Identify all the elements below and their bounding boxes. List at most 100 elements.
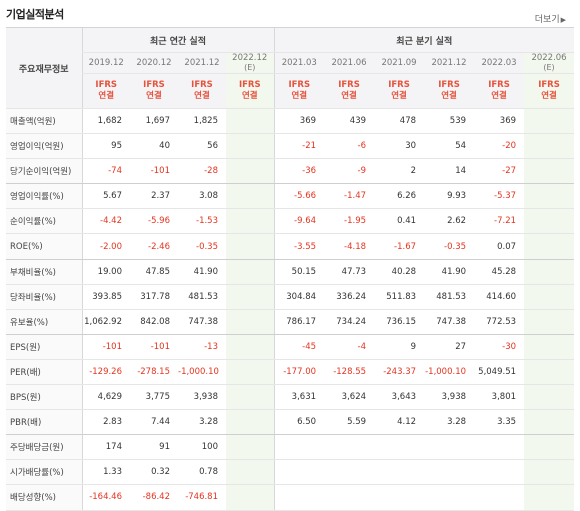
- value-cell: 842.08: [130, 309, 178, 335]
- chevron-right-icon: ▶: [560, 16, 566, 24]
- value-cell: [524, 284, 575, 310]
- value-cell: -164.46: [81, 484, 130, 511]
- value-cell: 439: [324, 108, 375, 135]
- value-cell: 414.60: [474, 284, 525, 310]
- value-cell: 4.12: [374, 409, 425, 436]
- ifrs-label: IFRS: [95, 80, 118, 90]
- row-label: BPS(원): [6, 384, 82, 411]
- value-cell: [524, 484, 575, 511]
- value-cell: 3.08: [178, 183, 226, 210]
- value-cell: -243.37: [374, 359, 425, 386]
- value-cell: [524, 233, 575, 260]
- period-header: 2021.03: [273, 52, 325, 74]
- ifrs-label: IFRS: [338, 80, 360, 90]
- table-row: 순이익률(%) -4.42 -5.96 -1.53 -9.64 -1.95 0.41 2.62…: [6, 208, 575, 235]
- value-cell: [226, 183, 275, 210]
- table-row: 배당성향(%) -164.46 -86.42 -746.81: [6, 484, 575, 511]
- value-cell: -101: [130, 158, 178, 185]
- period-header: 2021.09: [374, 52, 425, 74]
- value-cell: -0.35: [178, 233, 226, 260]
- value-cell: [374, 434, 425, 461]
- estimate-mark: (E): [244, 63, 256, 72]
- row-label: 주당배당금(원): [6, 434, 82, 461]
- value-cell: [424, 459, 475, 486]
- value-cell: 336.24: [324, 284, 375, 310]
- table-row: 매출액(억원) 1,682 1,697 1,825 369 439 478 539 369: [6, 108, 575, 135]
- value-cell: -278.15: [130, 359, 178, 386]
- value-cell: 5.67: [81, 183, 130, 210]
- value-cell: [524, 334, 575, 360]
- value-cell: [524, 434, 575, 461]
- ifrs-header: IFRS 연결: [474, 73, 525, 109]
- value-cell: -0.35: [424, 233, 475, 260]
- value-cell: 41.90: [178, 259, 226, 285]
- value-cell: 95: [81, 133, 130, 160]
- value-cell: -101: [81, 334, 130, 360]
- value-cell: -129.26: [81, 359, 130, 386]
- value-cell: 747.38: [178, 309, 226, 335]
- value-cell: -30: [474, 334, 525, 360]
- ifrs-label: IFRS: [438, 80, 460, 90]
- table-row: 유보율(%) 1,062.92 842.08 747.38 786.17 734.24 73…: [6, 309, 575, 335]
- value-cell: -1.47: [324, 183, 375, 210]
- value-cell: -74: [81, 158, 130, 185]
- ifrs-header: IFRS 연결: [374, 73, 425, 109]
- value-cell: 41.90: [424, 259, 475, 285]
- value-cell: -1.67: [374, 233, 425, 260]
- value-cell: 317.78: [130, 284, 178, 310]
- value-cell: [226, 284, 275, 310]
- value-cell: 47.85: [130, 259, 178, 285]
- value-cell: 3,775: [130, 384, 178, 411]
- value-cell: -20: [474, 133, 525, 160]
- more-label: 더보기: [534, 15, 560, 25]
- value-cell: [226, 409, 275, 436]
- value-cell: [273, 459, 325, 486]
- value-cell: -6: [324, 133, 375, 160]
- value-cell: -4.42: [81, 208, 130, 235]
- value-cell: 1,062.92: [81, 309, 130, 335]
- value-cell: [226, 259, 275, 285]
- value-cell: [524, 108, 575, 135]
- value-cell: [273, 434, 325, 461]
- value-cell: [226, 208, 275, 235]
- period-header: 2021.12: [178, 52, 226, 74]
- value-cell: [226, 158, 275, 185]
- ifrs-header: IFRS 연결: [178, 73, 226, 109]
- value-cell: 747.38: [424, 309, 475, 335]
- value-cell: 5,049.51: [474, 359, 525, 386]
- value-cell: 736.15: [374, 309, 425, 335]
- quarter-group-header: 최근 분기 실적: [273, 27, 575, 53]
- value-cell: -27: [474, 158, 525, 185]
- table-row: PBR(배) 2.83 7.44 3.28 6.50 5.59 4.12 3.28 3.35: [6, 409, 575, 436]
- value-cell: 3,631: [273, 384, 325, 411]
- estimate-mark: (E): [543, 63, 555, 72]
- value-cell: 7.44: [130, 409, 178, 436]
- value-cell: -3.55: [273, 233, 325, 260]
- more-link[interactable]: 더보기▶: [535, 12, 566, 25]
- ifrs-label: IFRS: [191, 80, 213, 90]
- value-cell: 511.83: [374, 284, 425, 310]
- value-cell: -13: [178, 334, 226, 360]
- value-cell: 91: [130, 434, 178, 461]
- table-row: PER(배) -129.26 -278.15 -1,000.10 -177.00 -128…: [6, 359, 575, 386]
- table-row: 영업이익(억원) 95 40 56 -21 -6 30 54 -20: [6, 133, 575, 160]
- value-cell: [226, 459, 275, 486]
- value-cell: 9: [374, 334, 425, 360]
- ifrs-header: IFRS 연결: [130, 73, 178, 109]
- section-title: 기업실적분석: [6, 8, 64, 21]
- value-cell: -7.21: [474, 208, 525, 235]
- value-cell: -128.55: [324, 359, 375, 386]
- value-cell: 3,643: [374, 384, 425, 411]
- value-cell: 1.33: [81, 459, 130, 486]
- value-cell: -101: [130, 334, 178, 360]
- value-cell: 45.28: [474, 259, 525, 285]
- value-cell: 50.15: [273, 259, 325, 285]
- table-row: 당기순이익(억원) -74 -101 -28 -36 -9 2 14 -27: [6, 158, 575, 185]
- value-cell: 369: [474, 108, 525, 135]
- value-cell: -9: [324, 158, 375, 185]
- value-cell: [226, 108, 275, 135]
- table-row: 영업이익률(%) 5.67 2.37 3.08 -5.66 -1.47 6.26 9.93 -5…: [6, 183, 575, 210]
- value-cell: [226, 334, 275, 360]
- row-label: ROE(%): [6, 233, 82, 260]
- value-cell: 40.28: [374, 259, 425, 285]
